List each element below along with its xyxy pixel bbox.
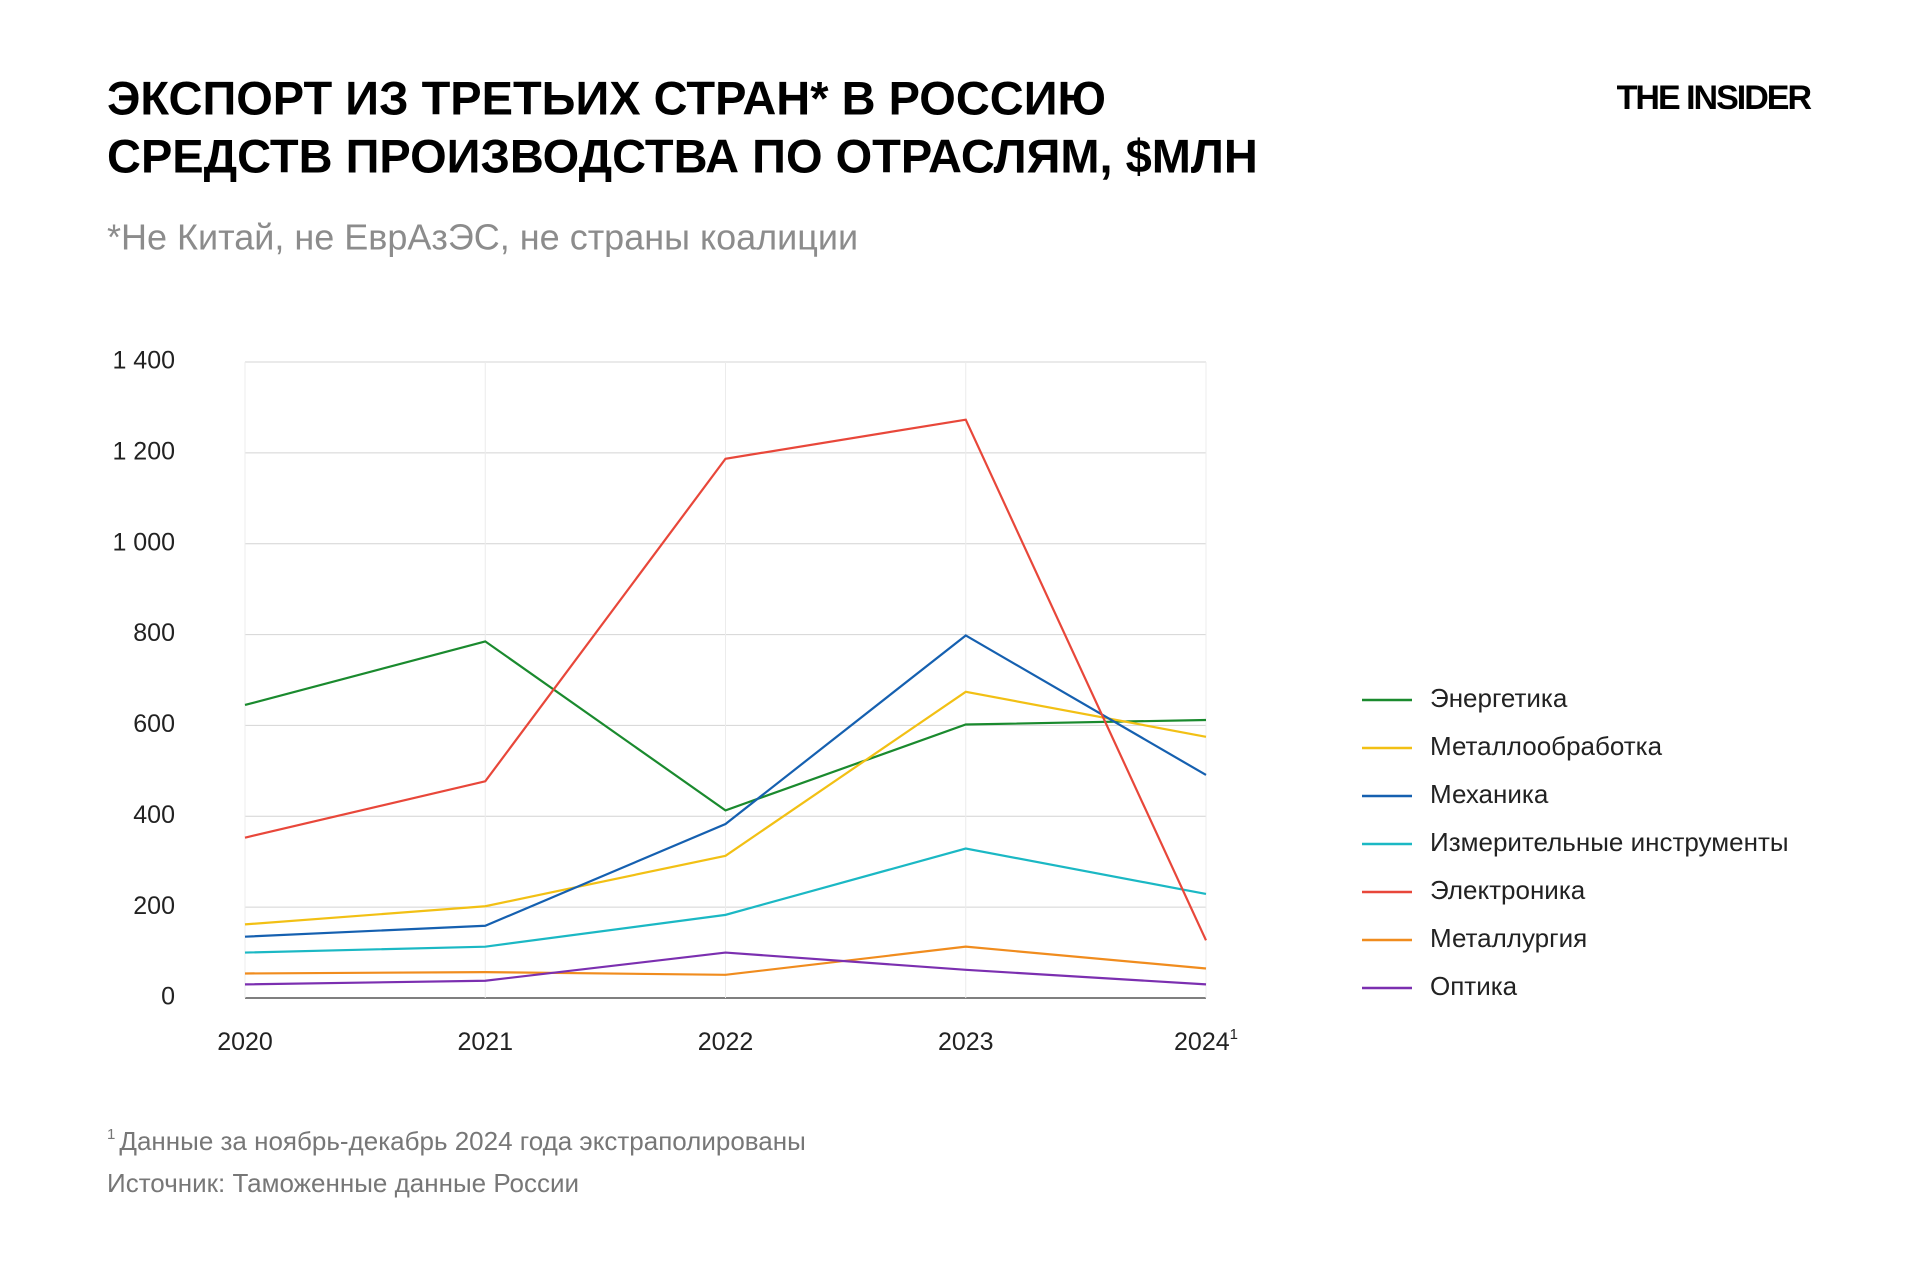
- y-tick-label: 800: [133, 619, 175, 647]
- x-tick-text: 2022: [698, 1028, 754, 1056]
- footnote-text: Данные за ноябрь-декабрь 2024 года экстр…: [119, 1126, 805, 1156]
- y-tick-label: 200: [133, 892, 175, 920]
- footnote: 1 Данные за ноябрь-декабрь 2024 года экст…: [107, 1126, 806, 1156]
- series-line: [244, 418, 1207, 941]
- x-tick-text: 2024: [1174, 1028, 1230, 1056]
- legend-label: Механика: [1430, 779, 1549, 809]
- legend-label: Электроника: [1430, 875, 1586, 905]
- x-tick-note: 1: [1230, 1026, 1238, 1043]
- y-tick-label: 400: [133, 801, 175, 829]
- y-tick-label: 1 000: [112, 528, 175, 556]
- source: Источник: Таможенные данные России: [107, 1168, 579, 1198]
- brand-logo: THE INSIDER: [1617, 79, 1812, 117]
- x-tick-label: 2020: [217, 1028, 273, 1056]
- legend-label: Металлургия: [1430, 923, 1587, 953]
- y-tick-label: 0: [161, 983, 175, 1011]
- chart-subtitle: *Не Китай, не ЕврАзЭС, не страны коалици…: [107, 217, 858, 258]
- series-line: [244, 951, 1207, 986]
- legend-label: Металлообработка: [1430, 731, 1663, 761]
- y-tick-label: 1 400: [112, 347, 175, 375]
- series-line: [244, 640, 1207, 812]
- y-tick-label: 1 200: [112, 437, 175, 465]
- x-tick-text: 2023: [938, 1028, 994, 1056]
- x-tick-label: 2021: [457, 1028, 513, 1056]
- chart-title: СРЕДСТВ ПРОИЗВОДСТВА ПО ОТРАСЛЯМ, $МЛН: [107, 129, 1258, 182]
- series-line: [244, 634, 1207, 938]
- series-line: [244, 945, 1207, 976]
- series-line: [244, 690, 1207, 926]
- x-tick-text: 2020: [217, 1028, 273, 1056]
- legend-label: Измерительные инструменты: [1430, 827, 1789, 857]
- footnote-marker: 1: [107, 1126, 115, 1143]
- x-tick-label: 2023: [938, 1028, 994, 1056]
- x-tick-text: 2021: [457, 1028, 513, 1056]
- series-line: [244, 847, 1207, 954]
- legend-label: Энергетика: [1430, 683, 1568, 713]
- x-tick-label: 20241: [1174, 1026, 1238, 1056]
- y-tick-label: 600: [133, 710, 175, 738]
- x-tick-label: 2022: [698, 1028, 754, 1056]
- legend-label: Оптика: [1430, 971, 1518, 1001]
- chart-title: ЭКСПОРТ ИЗ ТРЕТЬИХ СТРАН* В РОССИЮ: [107, 71, 1106, 124]
